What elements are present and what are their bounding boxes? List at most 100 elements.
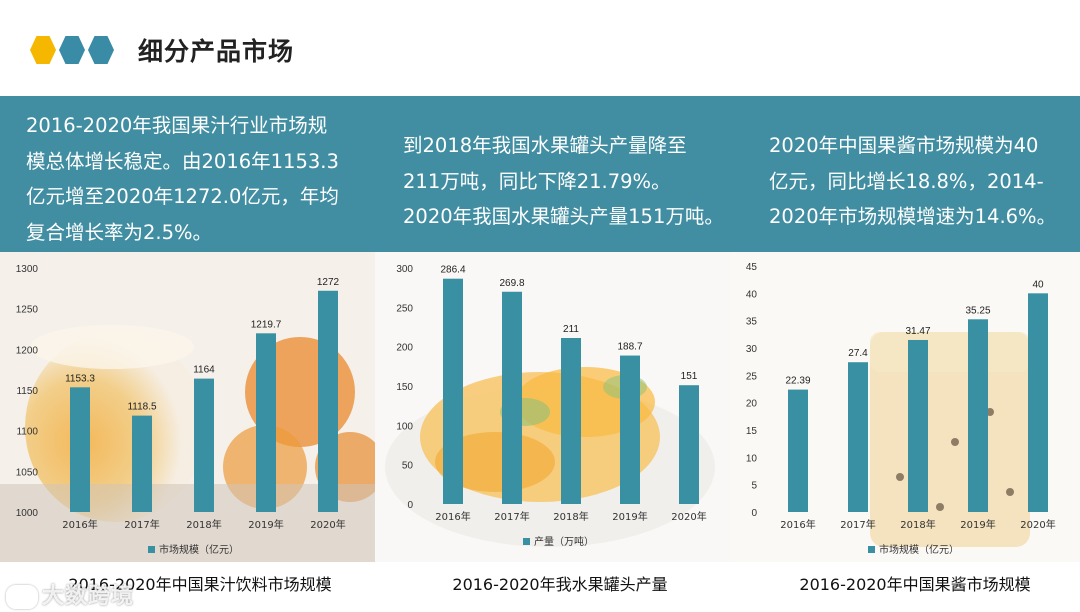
data-label: 35.25	[965, 305, 990, 316]
y-tick-label: 1250	[16, 305, 39, 316]
watermark: 大数跨境	[6, 578, 134, 610]
bar-2020年	[1028, 293, 1048, 512]
canned-bar-chart: 0 50 100 150 200 250 300 286.4 2016年 269.8 2017年 21…	[375, 252, 730, 562]
x-tick-label: 2016年	[62, 518, 97, 531]
data-label: 188.7	[617, 342, 642, 353]
y-tick-label: 45	[746, 262, 758, 273]
legend-label: 产量（万吨）	[534, 535, 594, 548]
data-label: 22.39	[785, 376, 810, 387]
data-label: 40	[1032, 279, 1044, 290]
page-title: 细分产品市场	[138, 37, 295, 66]
bar-2020年	[679, 385, 699, 504]
jam-description: 2020年中国果酱市场规模为40 亿元，同比增长18.8%，2014- 2020…	[769, 134, 1057, 228]
bar-2017年	[502, 291, 522, 504]
bar-2017年	[132, 415, 152, 512]
y-tick-label: 1300	[16, 264, 39, 275]
bar-2018年	[194, 378, 214, 512]
data-label: 151	[681, 371, 698, 382]
y-tick-label: 0	[751, 508, 757, 519]
canned-chart-caption: 2016-2020年我水果罐头产量	[452, 575, 668, 594]
bar-2018年	[908, 339, 928, 512]
canned-plot-area: 0 50 100 150 200 250 300 286.4 2016年 269.8 2017年 21…	[396, 264, 706, 548]
y-tick-label: 30	[746, 344, 758, 355]
data-label: 1219.7	[251, 319, 282, 330]
y-tick-label: 0	[407, 500, 413, 511]
y-tick-label: 1150	[16, 386, 38, 397]
x-tick-label: 2020年	[1020, 518, 1055, 531]
x-tick-label: 2017年	[494, 510, 529, 523]
y-tick-label: 50	[402, 461, 414, 472]
jam-bar-chart: 0 5 10 15 20 25 30 35 40 45 22.39 2016年 27.4 2017年 31.…	[730, 252, 1080, 562]
juice-description: 2016-2020年我国果汁行业市场规 模总体增长稳定。由2016年1153.3…	[26, 114, 339, 244]
data-label: 31.47	[905, 326, 930, 337]
data-label: 1272	[317, 277, 340, 288]
x-tick-label: 2017年	[840, 518, 875, 531]
bar-2016年	[788, 389, 808, 512]
y-tick-label: 250	[396, 303, 413, 314]
bar-2016年	[70, 387, 90, 512]
data-label: 211	[563, 324, 579, 335]
header-bar: 细分产品市场	[0, 0, 1080, 96]
x-tick-label: 2019年	[612, 510, 647, 523]
bar-2019年	[968, 319, 988, 512]
juice-plot-area: 1000 1050 1100 1150 1200 1250 1300 1153.3 2016年 1…	[16, 264, 346, 556]
y-tick-label: 20	[746, 399, 758, 410]
x-tick-label: 2016年	[780, 518, 815, 531]
legend-label: 市场规模（亿元）	[159, 543, 239, 556]
y-tick-label: 100	[396, 421, 413, 432]
hexagon-icon-teal-2	[88, 36, 114, 64]
x-tick-label: 2018年	[553, 510, 588, 523]
y-tick-label: 200	[396, 343, 413, 354]
legend-swatch	[868, 546, 875, 553]
canned-background-image	[375, 252, 730, 562]
watermark-logo-icon	[6, 585, 38, 609]
legend-label: 市场规模（亿元）	[879, 543, 959, 556]
data-label: 286.4	[440, 265, 465, 276]
bar-2019年	[256, 333, 276, 512]
jam-plot-area: 0 5 10 15 20 25 30 35 40 45 22.39 2016年 27.4 2017年 31.…	[746, 262, 1056, 556]
y-tick-label: 1100	[16, 427, 38, 438]
x-tick-label: 2019年	[248, 518, 283, 531]
juice-bar-chart: 1000 1050 1100 1150 1200 1250 1300 1153.3 2016年 1…	[0, 252, 375, 562]
juice-chart-panel: 1000 1050 1100 1150 1200 1250 1300 1153.3 2016年 1…	[0, 252, 375, 562]
y-tick-label: 40	[746, 289, 758, 300]
jam-chart-panel: 0 5 10 15 20 25 30 35 40 45 22.39 2016年 27.4 2017年 31.…	[730, 252, 1080, 562]
y-tick-label: 25	[746, 371, 758, 382]
x-tick-label: 2018年	[186, 518, 221, 531]
x-tick-label: 2020年	[310, 518, 345, 531]
canned-chart-panel: 0 50 100 150 200 250 300 286.4 2016年 269.8 2017年 21…	[375, 252, 730, 562]
legend-swatch	[148, 546, 155, 553]
bar-2017年	[848, 362, 868, 512]
bar-2018年	[561, 338, 581, 504]
bar-2016年	[443, 278, 463, 504]
jam-chart-caption: 2016-2020年中国果酱市场规模	[799, 575, 1031, 594]
y-tick-label: 10	[746, 453, 758, 464]
y-tick-label: 15	[746, 426, 758, 437]
hexagon-icon-yellow	[30, 36, 56, 64]
data-label: 1153.3	[65, 373, 95, 384]
data-label: 1118.5	[127, 402, 157, 413]
x-tick-label: 2018年	[900, 518, 935, 531]
bar-2019年	[620, 355, 640, 504]
bar-2020年	[318, 290, 338, 512]
hexagon-icon-teal-1	[59, 36, 85, 64]
y-tick-label: 35	[746, 317, 758, 328]
jam-background-image	[730, 252, 1080, 562]
y-tick-label: 300	[396, 264, 413, 275]
summary-band	[0, 96, 1080, 252]
x-tick-label: 2019年	[960, 518, 995, 531]
data-label: 1164	[193, 365, 215, 376]
data-label: 269.8	[499, 278, 524, 289]
data-label: 27.4	[848, 348, 868, 359]
y-tick-label: 1000	[16, 508, 39, 519]
canned-fruit-description: 到2018年我国水果罐头产量降至 211万吨，同比下降21.79%。 2020年…	[403, 134, 724, 228]
x-tick-label: 2017年	[124, 518, 159, 531]
x-tick-label: 2020年	[671, 510, 706, 523]
y-tick-label: 1200	[16, 345, 39, 356]
y-tick-label: 5	[751, 481, 757, 492]
y-tick-label: 150	[396, 382, 413, 393]
juice-chart-caption: 2016-2020年中国果汁饮料市场规模	[68, 575, 332, 594]
x-tick-label: 2016年	[435, 510, 470, 523]
legend-swatch	[523, 538, 530, 545]
y-tick-label: 1050	[16, 467, 39, 478]
